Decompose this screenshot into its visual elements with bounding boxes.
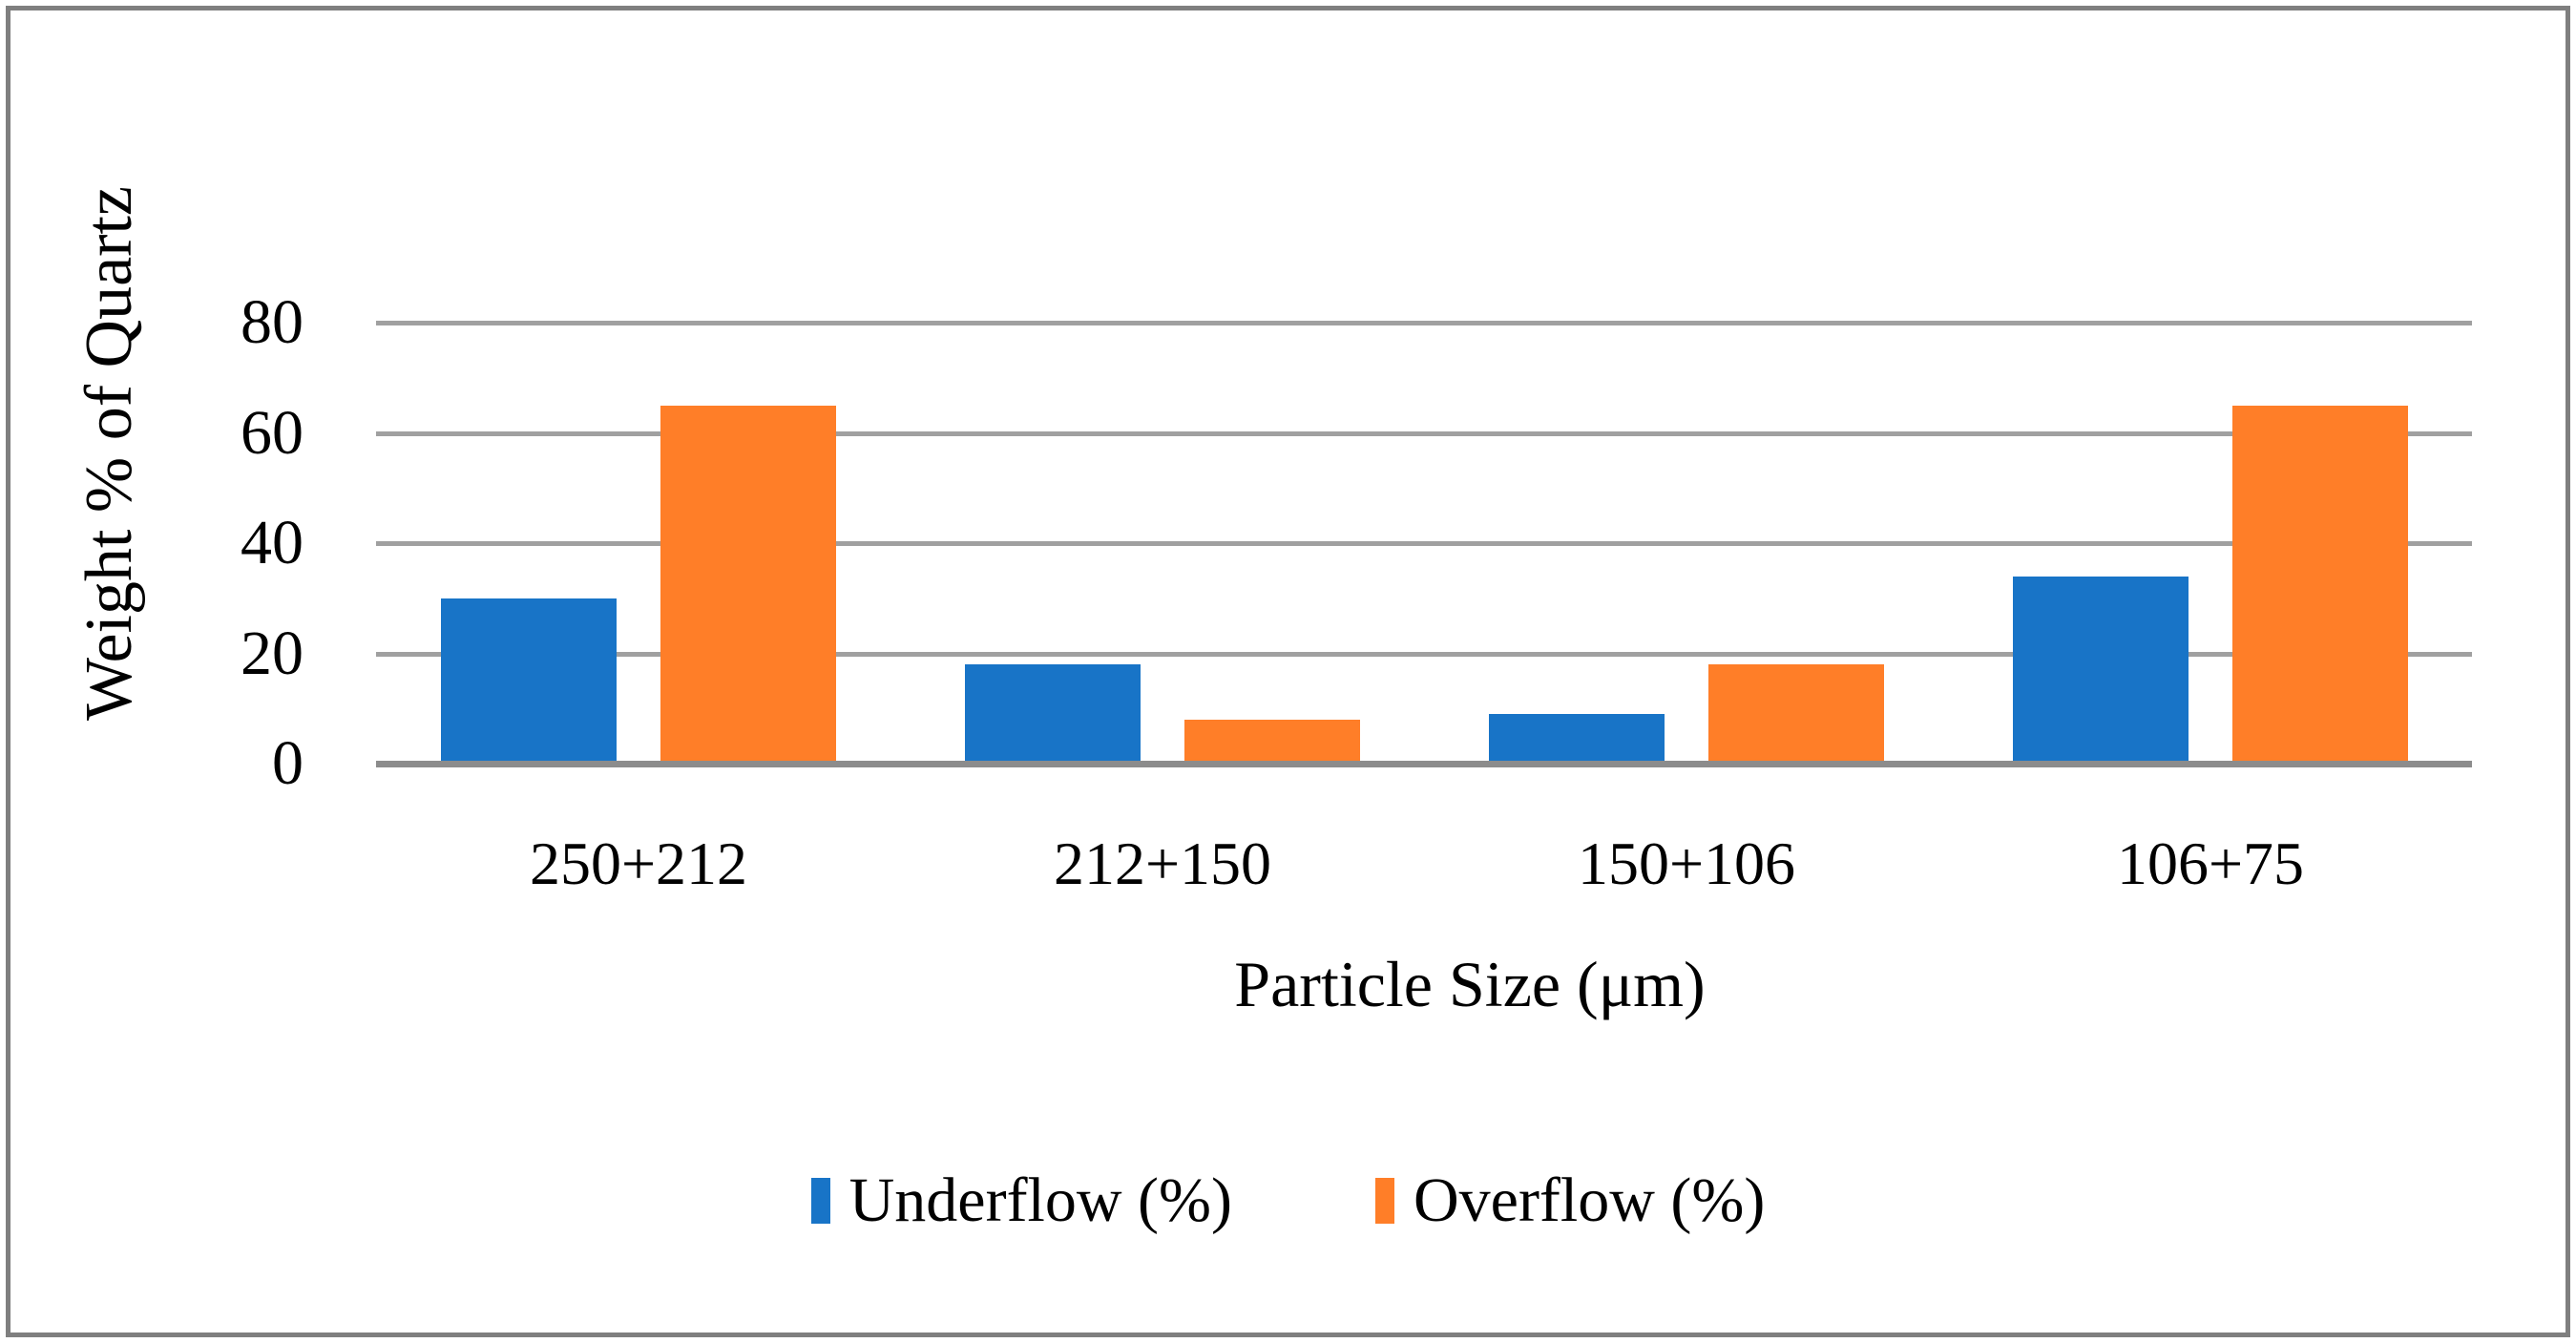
legend-swatch-icon	[810, 1178, 830, 1224]
legend-swatch-icon	[1375, 1178, 1394, 1224]
x-axis-title: Particle Size (μm)	[1234, 948, 1706, 1020]
bar-overflow-250+212	[660, 406, 836, 764]
legend-label: Underflow (%)	[848, 1165, 1232, 1235]
category-label-250+212: 250+212	[529, 829, 748, 897]
category-label-212+150: 212+150	[1053, 829, 1272, 897]
legend-entry-underflow: Underflow (%)	[810, 1163, 1232, 1239]
bar-underflow-150+106	[1489, 714, 1665, 764]
gridline-20	[376, 652, 2472, 657]
legend-entry-overflow: Overflow (%)	[1375, 1163, 1765, 1239]
gridline-40	[376, 541, 2472, 546]
chart-border	[6, 6, 2570, 1337]
bar-overflow-150+106	[1708, 664, 1884, 764]
y-tick-label-80: 80	[241, 287, 304, 357]
y-tick-label-60: 60	[241, 398, 304, 468]
bar-underflow-250+212	[441, 598, 617, 764]
bar-underflow-212+150	[965, 664, 1141, 764]
bar-overflow-212+150	[1184, 720, 1360, 764]
bar-underflow-106+75	[2013, 577, 2189, 764]
x-axis-line	[376, 761, 2472, 767]
bar-overflow-106+75	[2232, 406, 2408, 764]
gridline-80	[376, 321, 2472, 325]
legend-label: Overflow (%)	[1414, 1165, 1766, 1235]
y-tick-label-0: 0	[272, 728, 304, 798]
category-label-106+75: 106+75	[2116, 829, 2305, 897]
y-tick-label-20: 20	[241, 619, 304, 688]
category-label-150+106: 150+106	[1577, 829, 1796, 897]
gridline-60	[376, 431, 2472, 436]
legend: Underflow (%) Overflow (%)	[0, 1151, 2576, 1250]
y-tick-label-40: 40	[241, 508, 304, 577]
